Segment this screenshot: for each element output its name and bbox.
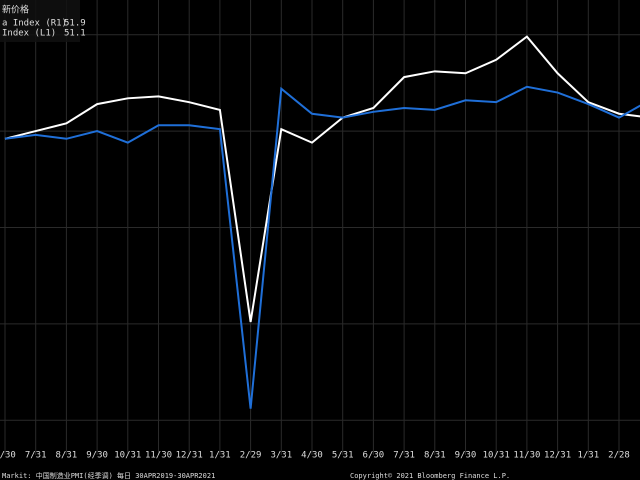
x-tick-label: 9/30 — [86, 451, 108, 461]
x-tick-label: 10/31 — [483, 451, 510, 461]
x-tick-label: 12/31 — [176, 451, 203, 461]
x-tick-label: 11/30 — [145, 451, 172, 461]
x-tick-label: 8/31 — [56, 451, 78, 461]
x-tick-label: 4/30 — [301, 451, 323, 461]
x-tick-label: 9/30 — [455, 451, 477, 461]
x-tick-label: 1/31 — [577, 451, 599, 461]
legend-box — [0, 0, 80, 42]
x-tick-label: 7/31 — [393, 451, 415, 461]
x-tick-label: 3/31 — [270, 451, 292, 461]
series-line — [4, 35, 640, 323]
x-tick-label: 2/29 — [240, 451, 262, 461]
legend-label: Index (L1) — [2, 29, 56, 39]
legend-title: 新价格 — [2, 4, 29, 16]
copyright: Copyright© 2021 Bloomberg Finance L.P. — [350, 472, 510, 480]
x-tick-label: 2/28 — [608, 451, 630, 461]
x-tick-label: 11/30 — [513, 451, 540, 461]
x-tick-label: 12/31 — [544, 451, 571, 461]
legend-value: 51.1 — [64, 29, 86, 39]
x-tick-label: 10/31 — [114, 451, 141, 461]
x-tick-label: 6/30 — [363, 451, 385, 461]
x-tick-label: 8/31 — [424, 451, 446, 461]
x-tick-label: 6/30 — [0, 451, 16, 461]
source: Markit: 中国制造业PMI(经季调) 每日 30APR2019-30APR… — [2, 471, 215, 480]
series-line — [4, 85, 640, 409]
plot-area — [0, 0, 640, 455]
legend-label: a Index (R1) — [2, 19, 67, 29]
x-tick-label: 1/31 — [209, 451, 231, 461]
x-tick-label: 7/31 — [25, 451, 47, 461]
legend-value: 51.9 — [64, 19, 86, 29]
x-tick-label: 5/31 — [332, 451, 354, 461]
